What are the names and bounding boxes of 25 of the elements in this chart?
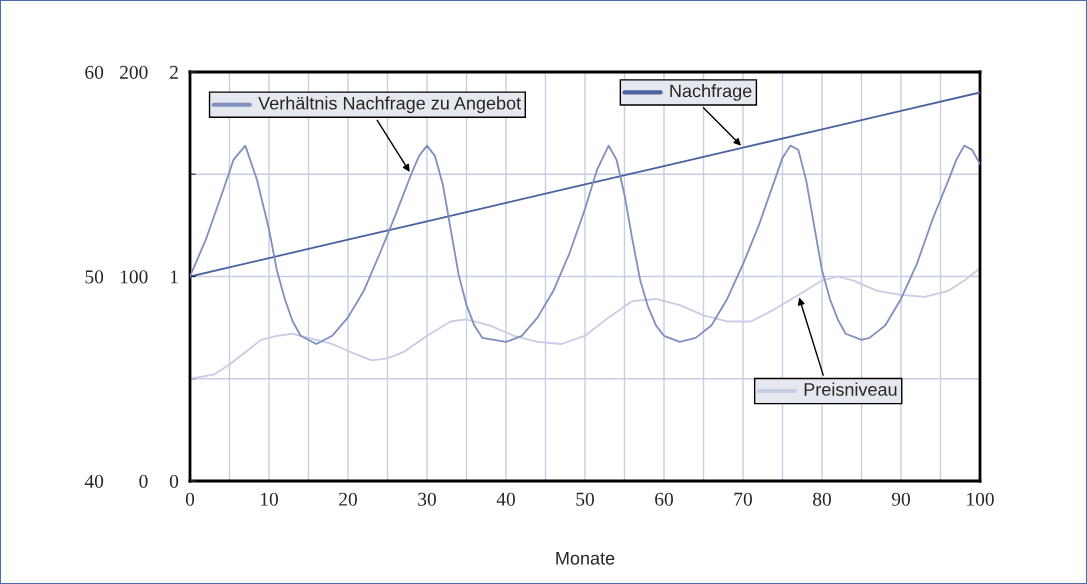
y2-tick-label: 0 xyxy=(139,474,148,488)
y3-tick-label: 1 xyxy=(170,270,178,284)
x-tick-label: 20 xyxy=(339,492,357,506)
x-tick-label: 50 xyxy=(576,492,594,506)
x-tick-label: 70 xyxy=(734,492,752,506)
y2-tick-label: 200 xyxy=(120,65,148,79)
x-tick-label: 80 xyxy=(813,492,831,506)
line-series xyxy=(190,144,980,345)
x-tick-label: 40 xyxy=(496,492,515,506)
x-tick-label: 30 xyxy=(418,492,436,506)
y-tick-label: 40 xyxy=(84,474,104,488)
legend-label: Preisniveau xyxy=(804,382,897,396)
x-tick-label: 60 xyxy=(655,492,673,506)
y-tick-label: 50 xyxy=(85,270,104,284)
x-tick-label: 90 xyxy=(891,492,910,506)
y3-tick-label: 0 xyxy=(169,474,179,488)
x-tick-label: 100 xyxy=(967,492,994,506)
x-tick-label: 10 xyxy=(260,492,278,506)
legend-label: Nachfrage xyxy=(670,84,752,101)
legend-label: Verhältnis Nachfrage zu Angebot xyxy=(258,96,521,114)
y2-tick-label: 100 xyxy=(120,270,148,284)
y-tick-label: 60 xyxy=(85,65,104,79)
x-axis-title: Monate xyxy=(556,552,615,565)
x-tick-label: 0 xyxy=(185,492,195,506)
y3-tick-label: 2 xyxy=(170,65,178,79)
